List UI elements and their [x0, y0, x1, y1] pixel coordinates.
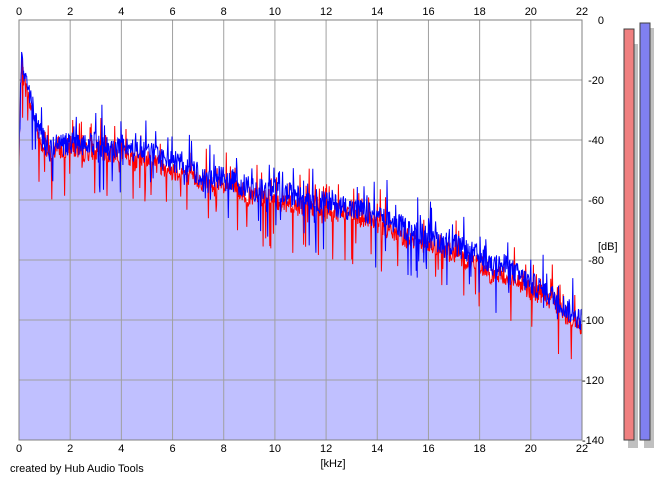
y-tick-label: -140 — [582, 435, 604, 447]
y-axis-ticks: 0 -20 -40 -60 -80 -100 -120 -140 — [582, 15, 604, 447]
x-tick-label-top: 8 — [221, 6, 227, 18]
x-tick-label-bottom: 12 — [320, 443, 332, 455]
credit-text: created by Hub Audio Tools — [10, 463, 144, 475]
y-tick-label: -40 — [588, 135, 604, 147]
y-tick-label: -100 — [582, 315, 604, 327]
x-tick-label-bottom: 18 — [474, 443, 486, 455]
x-tick-label-bottom: 8 — [221, 443, 227, 455]
x-tick-label-bottom: 20 — [525, 443, 537, 455]
level-meter-right — [639, 22, 654, 448]
y-tick-label: 0 — [598, 15, 604, 27]
y-tick-label: -20 — [588, 75, 604, 87]
y-tick-label: -60 — [588, 195, 604, 207]
x-tick-label-bottom: 6 — [169, 443, 175, 455]
x-tick-label-bottom: 14 — [371, 443, 383, 455]
x-tick-label-top: 6 — [169, 6, 175, 18]
x-tick-label-bottom: 2 — [67, 443, 73, 455]
y-axis-label: [dB] — [598, 241, 618, 253]
x-tick-label-top: 10 — [269, 6, 281, 18]
y-tick-label: -80 — [588, 255, 604, 267]
x-axis-bottom-ticks: 0 2 4 6 8 10 12 14 16 18 20 22 — [16, 443, 588, 455]
y-tick-label: -120 — [582, 375, 604, 387]
x-tick-label-bottom: 4 — [118, 443, 124, 455]
x-axis-top-ticks: 0 2 4 6 8 10 12 14 16 18 20 22 — [16, 6, 588, 18]
x-tick-label-bottom: 10 — [269, 443, 281, 455]
right-channel-line — [18, 51, 583, 331]
x-tick-label-top: 18 — [474, 6, 486, 18]
x-tick-label-bottom: 16 — [422, 443, 434, 455]
level-meter-left — [623, 28, 638, 448]
meter-right-bar — [639, 22, 651, 441]
x-tick-label-top: 22 — [576, 6, 588, 18]
x-tick-label-top: 0 — [16, 6, 22, 18]
x-tick-label-bottom: 22 — [576, 443, 588, 455]
meter-left-bar — [623, 28, 635, 441]
plot-border — [18, 19, 583, 441]
x-tick-label-bottom: 0 — [16, 443, 22, 455]
spectrum-fill-area — [19, 58, 582, 440]
x-axis-label: [kHz] — [320, 458, 345, 470]
x-tick-label-top: 14 — [371, 6, 383, 18]
x-tick-label-top: 12 — [320, 6, 332, 18]
x-tick-label-top: 2 — [67, 6, 73, 18]
x-tick-label-top: 20 — [525, 6, 537, 18]
x-tick-label-top: 4 — [118, 6, 124, 18]
x-tick-label-top: 16 — [422, 6, 434, 18]
